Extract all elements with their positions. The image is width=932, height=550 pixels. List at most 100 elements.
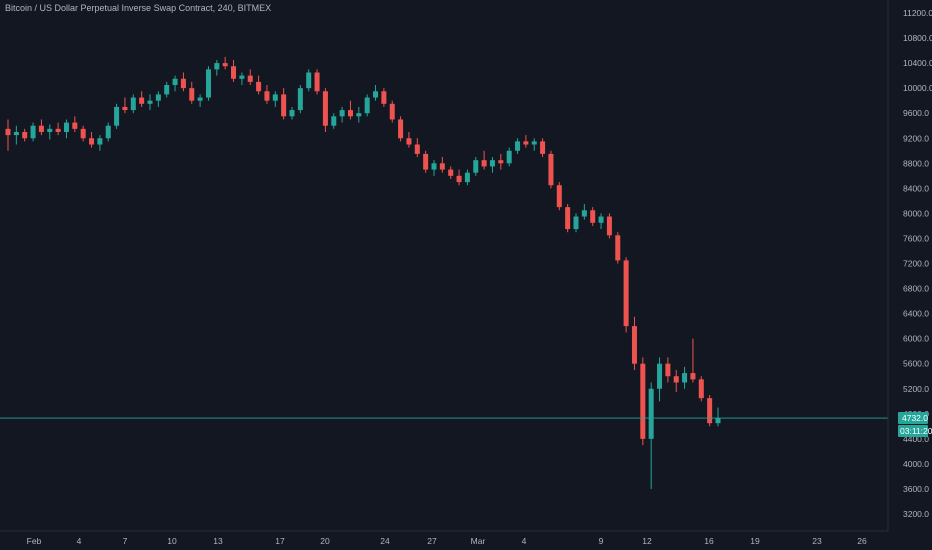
price-tick-label: 6400.0 [903,309,929,319]
countdown-badge: 03:11:20 [898,425,932,438]
candle [38,119,44,136]
candle [272,91,278,107]
price-tick-label: 5600.0 [903,359,929,369]
candle-body [139,97,145,104]
candle [139,91,145,107]
price-tick-label: 4000.0 [903,459,929,469]
candle-body [373,91,379,98]
candle [523,135,529,148]
candle-body [506,150,512,164]
candles-layer [5,56,721,489]
candle [205,66,211,101]
candle-body [498,160,504,164]
candle-body [481,160,487,167]
candle [489,157,495,173]
candle-body [272,94,278,101]
candle-body [297,88,303,111]
candle-body [615,235,621,261]
candle [322,88,328,132]
candle [707,395,713,427]
candle [640,357,646,446]
candle-body [239,75,245,79]
candle [331,113,337,129]
candle [573,213,579,233]
time-tick-label: 23 [812,536,822,546]
candle-body [364,97,370,114]
candle-body [665,363,671,377]
candle [473,157,479,176]
candle [623,257,629,333]
candle-body [89,138,95,145]
price-tick-label: 6000.0 [903,334,929,344]
candle [155,91,161,107]
candle-body [30,125,36,139]
candle-body [147,100,153,104]
candle-body [648,388,654,439]
candle [222,56,228,70]
candle-body [523,141,529,145]
time-tick-label: 17 [275,536,285,546]
candle-body [322,91,328,126]
candle [657,357,663,402]
time-tick-label: 9 [599,536,604,546]
candle [347,100,353,120]
candle-body [172,78,178,86]
candle-body [389,103,395,120]
price-tick-label: 4400.0 [903,434,929,444]
candle [540,138,546,158]
candle-body [448,169,454,176]
candle-body [640,363,646,439]
candle-body [47,128,53,132]
candle-body [256,81,262,92]
candle-body [690,373,696,380]
candle [364,94,370,117]
time-tick-label: 20 [320,536,330,546]
candle [147,94,153,111]
candle-body [264,91,270,101]
time-axis[interactable]: Feb 4 7 10 13 17 20 24 27 Mar 4 9 12 16 19 23 26 [27,536,867,546]
candle [456,169,462,186]
candle-body [606,216,612,236]
last-price-label: 4732.0 [902,413,928,423]
candle [130,94,136,114]
candle [439,157,445,173]
candle-body [289,110,295,117]
candle-body [540,141,546,154]
last-price-badge: 4732.0 [898,412,928,425]
candle-body [247,75,253,82]
price-tick-label: 10800.0 [903,33,932,43]
candle [615,232,621,264]
price-tick-label: 11200.0 [903,8,932,18]
price-tick-label: 3200.0 [903,509,929,519]
price-tick-label: 8800.0 [903,158,929,168]
candle [690,338,696,383]
time-tick-label: 19 [750,536,760,546]
candle [30,122,36,142]
candle [498,153,504,170]
candle [114,103,120,129]
candle [356,106,362,123]
candle-body [189,88,195,101]
candle-body [414,144,420,154]
candle-body [205,69,211,98]
candle-body [347,110,353,117]
candle [247,69,253,86]
candle [423,150,429,173]
candle [590,207,596,226]
candle-body [698,379,704,399]
candle-body [682,373,688,383]
candle-body [489,160,495,167]
candle [406,131,412,148]
time-tick-label: 13 [213,536,223,546]
candle [306,69,312,92]
candle-body [180,78,186,89]
candle [122,97,128,114]
candle [682,366,688,389]
candle [180,72,186,92]
candle-body [339,110,345,117]
price-axis[interactable]: 11200.0 10800.0 10400.0 10000.0 9600.0 9200.0… [903,8,932,519]
price-tick-label: 8000.0 [903,208,929,218]
candle [464,169,470,186]
candle [531,138,537,151]
